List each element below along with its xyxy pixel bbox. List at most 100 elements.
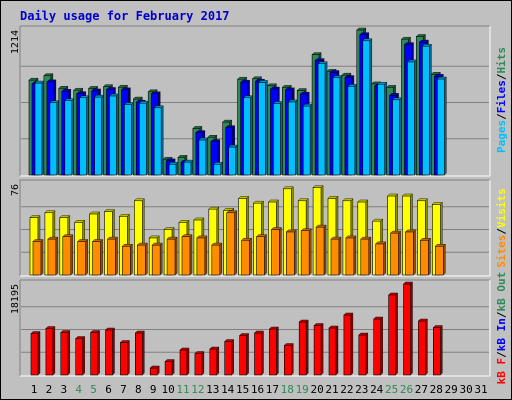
bar-hits-pages-day-4: [79, 95, 90, 176]
bar-hits-pages-day-20: [317, 61, 328, 176]
bar-kbytes-kbytes-day-3: [60, 330, 71, 376]
bar-visits-sites-day-25-top: [390, 230, 402, 234]
bar-hits-files-day-21-top: [329, 70, 340, 73]
x-tick-label-day-8: 8: [135, 383, 142, 396]
bar-kbytes-kbytes-day-20-face: [313, 325, 322, 376]
bar-kbytes-kbytes-day-20-top: [313, 323, 324, 326]
x-tick-label-day-17: 17: [266, 383, 279, 396]
bar-visits-sites-day-3: [62, 234, 74, 276]
bar-kbytes-kbytes-day-25-top: [388, 292, 399, 296]
x-tick-label-day-16: 16: [251, 383, 264, 396]
bar-kbytes-kbytes-day-13-face: [209, 348, 218, 376]
bar-hits-hits-day-20-top: [311, 52, 322, 55]
bar-hits-pages-day-21-face: [332, 77, 341, 176]
bar-kbytes-kbytes-day-9-face: [149, 367, 158, 376]
bar-hits-hits-day-14-top: [222, 119, 233, 123]
bar-visits-visits-day-20-top: [312, 185, 324, 188]
bar-kbytes-kbytes-day-26-face: [403, 283, 411, 376]
bar-hits-pages-day-14-face: [228, 146, 236, 176]
bar-visits-sites-day-14-face: [226, 212, 235, 276]
bar-hits-files-day-27-top: [418, 39, 429, 43]
bar-kbytes-kbytes-day-10: [164, 359, 175, 376]
bar-hits-hits-day-25-top: [386, 85, 397, 88]
bar-hits-files-day-10-top: [165, 158, 176, 162]
bar-kbytes-kbytes-day-16: [254, 330, 264, 376]
bar-visits-visits-day-14-top: [223, 208, 235, 211]
bar-visits-visits-day-19-top: [297, 198, 309, 201]
bar-kbytes-kbytes-day-1-face: [30, 333, 39, 376]
bar-hits-hits-day-5-top: [88, 86, 99, 89]
bar-kbytes-kbytes-day-11-face: [179, 349, 188, 376]
panel-visits: 76: [10, 179, 491, 277]
x-tick-label-day-11: 11: [176, 383, 189, 396]
bar-kbytes-kbytes-day-12-face: [194, 353, 203, 376]
bar-hits-pages-day-5: [94, 94, 105, 176]
bar-kbytes-kbytes-day-7-face: [120, 342, 128, 376]
bar-hits-hits-day-16-top: [252, 76, 262, 79]
bar-visits-sites-day-20-face: [315, 226, 325, 276]
bar-visits-sites-day-13-top: [211, 242, 223, 246]
bar-kbytes-kbytes-day-23-face: [358, 334, 367, 376]
bar-kbytes-kbytes-day-15: [239, 333, 250, 376]
bar-visits-visits-day-9-top: [148, 235, 160, 239]
x-tick-label-day-14: 14: [221, 383, 235, 396]
bar-hits-pages-day-15: [243, 95, 254, 176]
x-tick-label-day-31: 31: [474, 383, 487, 396]
bar-kbytes-kbytes-day-16-face: [254, 332, 262, 376]
bar-kbytes-kbytes-day-21-face: [328, 327, 337, 376]
bar-hits-hits-day-22-top: [341, 72, 352, 76]
bar-hits-pages-day-25: [392, 97, 403, 176]
panel-hits: 1214: [10, 25, 491, 177]
bar-kbytes-kbytes-day-14: [224, 339, 235, 376]
bar-kbytes-kbytes-day-6-top: [105, 327, 115, 331]
bar-visits-sites-day-23: [360, 236, 372, 276]
bar-kbytes-kbytes-day-24-face: [373, 318, 382, 376]
bar-visits-sites-day-10-face: [166, 238, 176, 276]
bar-visits-sites-day-12-top: [196, 235, 208, 239]
bar-hits-pages-day-13-face: [213, 163, 222, 176]
bar-kbytes-kbytes-day-3-face: [60, 332, 69, 376]
bar-visits-visits-day-7-top: [118, 214, 130, 217]
bar-visits-sites-day-6-face: [107, 238, 116, 276]
bar-kbytes-kbytes-day-6-face: [105, 329, 113, 376]
bar-kbytes-kbytes-day-19-side: [306, 319, 309, 376]
bar-kbytes-kbytes-day-8-face: [135, 332, 143, 376]
bar-hits-files-day-19-top: [299, 91, 310, 95]
bar-visits-sites-day-26-top: [405, 229, 416, 233]
bar-kbytes-kbytes-day-14-face: [224, 341, 232, 376]
bar-hits-files-day-14-top: [225, 125, 236, 128]
bar-visits-visits-day-3-top: [59, 215, 71, 218]
bar-visits-sites-day-9-face: [151, 244, 161, 276]
bar-hits-pages-day-20-top: [317, 61, 328, 64]
x-tick-label-day-24: 24: [370, 383, 384, 396]
bar-visits-sites-day-17: [270, 227, 282, 276]
bar-hits-files-day-7-top: [120, 87, 131, 91]
bar-kbytes-kbytes-day-24-side: [380, 316, 383, 376]
bar-visits-visits-day-16-top: [253, 200, 264, 204]
bar-kbytes-kbytes-day-11-top: [179, 347, 190, 351]
bar-hits-pages-day-27-face: [422, 45, 430, 176]
bar-visits-sites-day-15-side: [249, 237, 252, 276]
side-legend-hits-part-0: Pages: [495, 120, 508, 153]
bar-visits-visits-day-28-top: [431, 202, 443, 205]
bar-hits-hits-day-3-top: [58, 86, 69, 89]
bar-visits-sites-day-7-face: [122, 245, 131, 276]
bar-visits-sites-day-10: [166, 236, 178, 276]
side-legend-hits-part-3: /: [495, 73, 508, 80]
bar-visits-sites-day-22-top: [345, 235, 357, 239]
bar-visits-sites-day-1-top: [32, 239, 44, 242]
bar-hits-pages-day-19-face: [302, 105, 311, 176]
bar-hits-pages-day-18: [287, 99, 298, 176]
bar-visits-sites-day-27-side: [428, 237, 431, 276]
bar-visits-sites-day-7-side: [130, 243, 133, 276]
bar-hits-pages-day-26-face: [407, 61, 415, 176]
bar-hits-files-day-5-top: [91, 88, 102, 92]
bar-hits-files-day-12-top: [195, 130, 206, 133]
x-tick-label-day-28: 28: [430, 383, 443, 396]
x-tick-label-day-29: 29: [445, 383, 458, 396]
bar-hits-pages-day-16-top: [258, 80, 268, 83]
bar-kbytes-kbytes-day-28-face: [432, 327, 441, 376]
bar-kbytes-kbytes-day-28-top: [432, 325, 443, 328]
bar-hits-pages-day-7: [123, 102, 134, 176]
x-tick-label-day-2: 2: [46, 383, 53, 396]
